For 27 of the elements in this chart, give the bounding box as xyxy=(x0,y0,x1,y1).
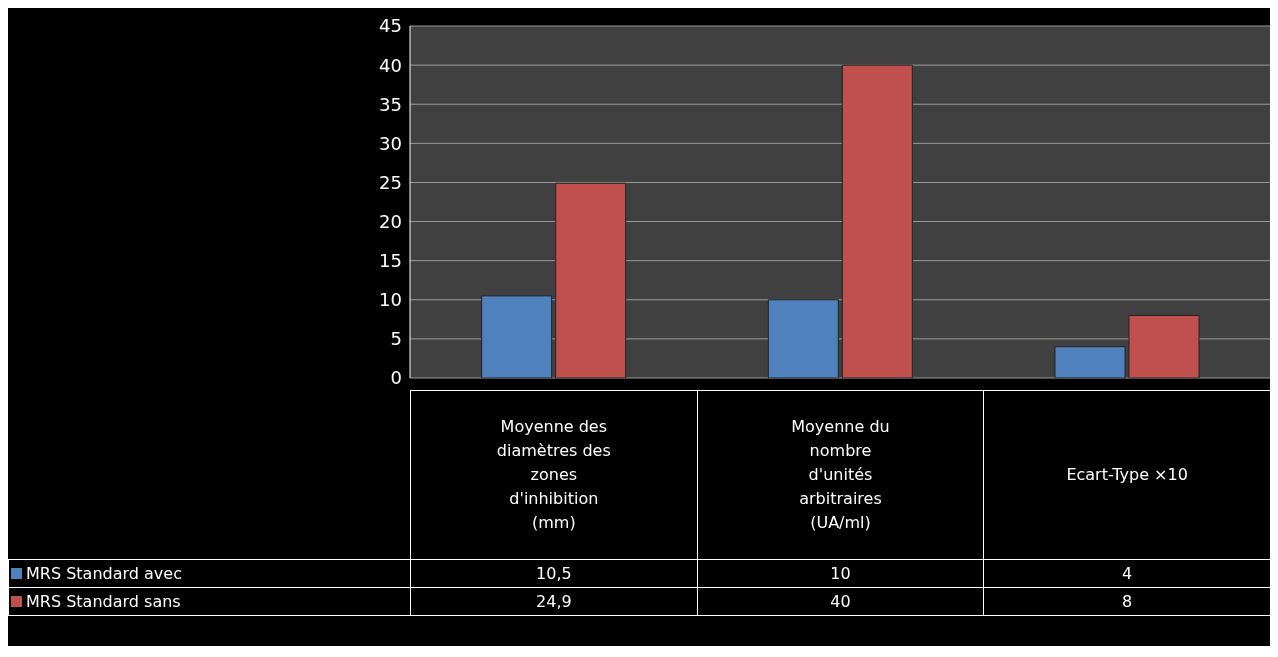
data-label: 8 xyxy=(983,587,1271,616)
y-tick-label: 5 xyxy=(390,328,402,350)
x-tick-label: Moyenne du nombre d'unités arbitraires (UA/ml) xyxy=(790,416,891,534)
bar xyxy=(555,182,627,378)
y-tick-label: 30 xyxy=(379,132,402,154)
bar xyxy=(767,299,839,378)
bar xyxy=(1054,346,1126,378)
y-tick-label: 25 xyxy=(379,171,402,193)
legend-label: MRS Standard avec xyxy=(25,564,182,583)
bar xyxy=(1128,314,1200,378)
x-tick-label: Ecart-Type ×10 xyxy=(1065,464,1189,486)
x-tick-label: Moyenne des diamètres des zones d'inhibition (mm) xyxy=(495,416,612,534)
y-tick-label: 20 xyxy=(379,210,402,232)
legend-label: MRS Standard sans xyxy=(25,592,181,611)
bar xyxy=(481,295,553,378)
y-tick-label: 0 xyxy=(390,367,402,389)
data-label: 40 xyxy=(697,587,984,616)
y-tick-label: 15 xyxy=(379,250,402,272)
data-label: 10 xyxy=(697,559,984,588)
data-label: 10,5 xyxy=(410,559,698,588)
bar xyxy=(841,64,913,378)
y-tick-label: 45 xyxy=(379,15,402,37)
data-label: 4 xyxy=(983,559,1271,588)
y-tick-label: 40 xyxy=(379,54,402,76)
y-tick-label: 10 xyxy=(379,289,402,311)
y-tick-label: 35 xyxy=(379,93,402,115)
data-label: 24,9 xyxy=(410,587,698,616)
